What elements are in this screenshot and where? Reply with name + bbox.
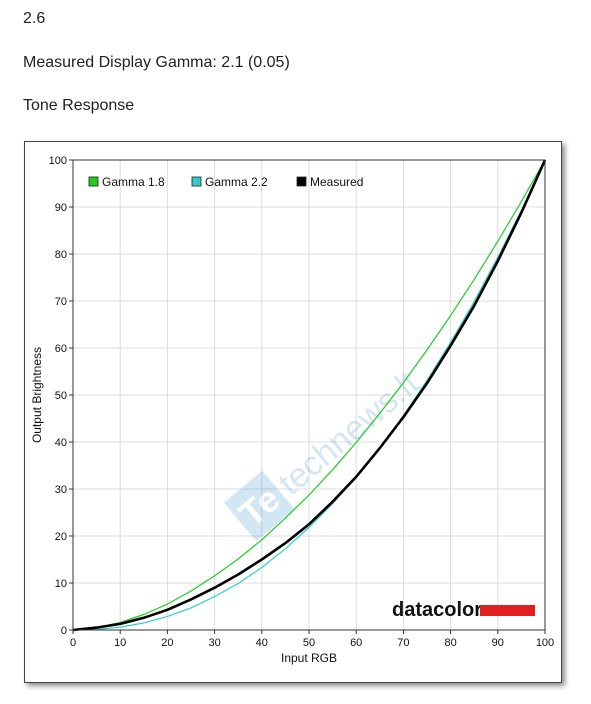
series-line-gamma-2-2 (72, 159, 546, 631)
x-tick-label: 10 (114, 637, 126, 649)
y-tick-label: 50 (55, 390, 67, 402)
gamma-value-text: 2.6 (23, 10, 46, 27)
x-tick-label: 70 (397, 637, 409, 649)
x-tick-label: 60 (350, 637, 362, 649)
axes: 0 10 20 30 40 50 60 70 80 90 100 0 10 20 30 40 50 60 70 80 9… (30, 155, 554, 665)
legend: Gamma 1.8 Gamma 2.2 Measured (88, 175, 363, 189)
x-axis-label: Input RGB (281, 651, 337, 665)
x-tick-label: 90 (492, 637, 504, 649)
legend-label: Measured (310, 175, 363, 189)
x-tick-label: 30 (208, 637, 220, 649)
technews-watermark: Te technews.lt (224, 364, 426, 542)
legend-swatch (191, 176, 202, 187)
legend-swatch (296, 176, 307, 187)
y-tick-label: 100 (49, 155, 67, 167)
y-tick-label: 30 (55, 484, 67, 496)
datacolor-logo: datacolor (392, 599, 535, 621)
series-line-gamma-1-8 (72, 159, 546, 631)
y-tick-label: 60 (55, 343, 67, 355)
x-tick-label: 0 (70, 637, 76, 649)
tone-response-chart: Te technews.lt 0 10 20 30 40 50 60 70 80 90 100 0 10… (24, 141, 562, 683)
legend-label: Gamma 2.2 (205, 175, 268, 189)
x-tick-label: 20 (161, 637, 173, 649)
y-tick-label: 10 (55, 578, 67, 590)
section-title: Tone Response (23, 97, 135, 114)
watermark-te: Te (231, 478, 287, 535)
y-axis-label: Output Brightness (30, 347, 44, 443)
y-tick-label: 90 (55, 202, 67, 214)
legend-swatch (88, 176, 99, 187)
measured-gamma-text: Measured Display Gamma: 2.1 (0.05) (23, 54, 290, 71)
series-line-measured (72, 159, 547, 632)
chart-svg: Te technews.lt 0 10 20 30 40 50 60 70 80 90 100 0 10… (30, 155, 554, 665)
x-tick-label: 100 (536, 637, 554, 649)
y-tick-label: 70 (55, 296, 67, 308)
datacolor-logo-text: datacolor (392, 599, 482, 621)
y-tick-label: 40 (55, 437, 67, 449)
datacolor-logo-bar (480, 605, 535, 616)
y-tick-label: 80 (55, 249, 67, 261)
x-tick-label: 80 (444, 637, 456, 649)
x-tick-label: 50 (303, 637, 315, 649)
chart-grid (73, 160, 545, 630)
y-tick-label: 0 (61, 625, 67, 637)
watermark-box (224, 470, 295, 542)
legend-label: Gamma 1.8 (102, 175, 165, 189)
series-layer (72, 159, 547, 632)
x-tick-label: 40 (256, 637, 268, 649)
y-tick-label: 20 (55, 531, 67, 543)
